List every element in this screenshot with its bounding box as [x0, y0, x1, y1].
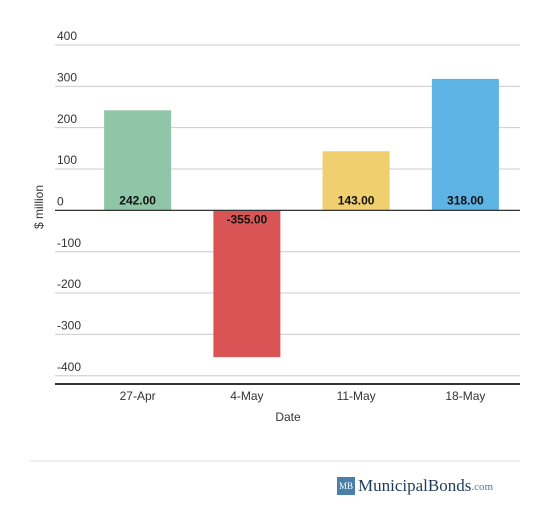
y-tick-label: -100	[57, 236, 81, 250]
brand-name: MunicipalBonds	[358, 476, 471, 495]
y-tick-label: -200	[57, 277, 81, 291]
y-tick-label: -400	[57, 360, 81, 374]
bar	[322, 151, 390, 211]
value-label: 143.00	[338, 194, 375, 208]
value-label: 318.00	[447, 194, 484, 208]
brand-suffix: .com	[471, 481, 493, 493]
logo: MB	[339, 481, 353, 491]
brand: MunicipalBonds.com	[358, 476, 493, 495]
x-tick-label: 27-Apr	[120, 389, 156, 403]
y-tick-label: 0	[57, 195, 64, 209]
x-tick-label: 18-May	[445, 389, 485, 403]
y-tick-label: 200	[57, 112, 77, 126]
y-axis-label: $ million	[32, 185, 46, 229]
value-label: -355.00	[227, 213, 268, 227]
x-tick-label: 11-May	[337, 389, 376, 403]
value-label: 242.00	[119, 194, 156, 208]
y-tick-label: 300	[57, 71, 77, 85]
x-axis-label: Date	[275, 410, 301, 424]
bar	[431, 78, 499, 211]
logo-box	[337, 477, 355, 495]
bar	[104, 110, 172, 211]
y-tick-label: -300	[57, 319, 81, 333]
y-tick-label: 400	[57, 29, 77, 43]
bar	[213, 210, 281, 358]
x-tick-label: 4-May	[230, 389, 263, 403]
y-tick-label: 100	[57, 153, 77, 167]
